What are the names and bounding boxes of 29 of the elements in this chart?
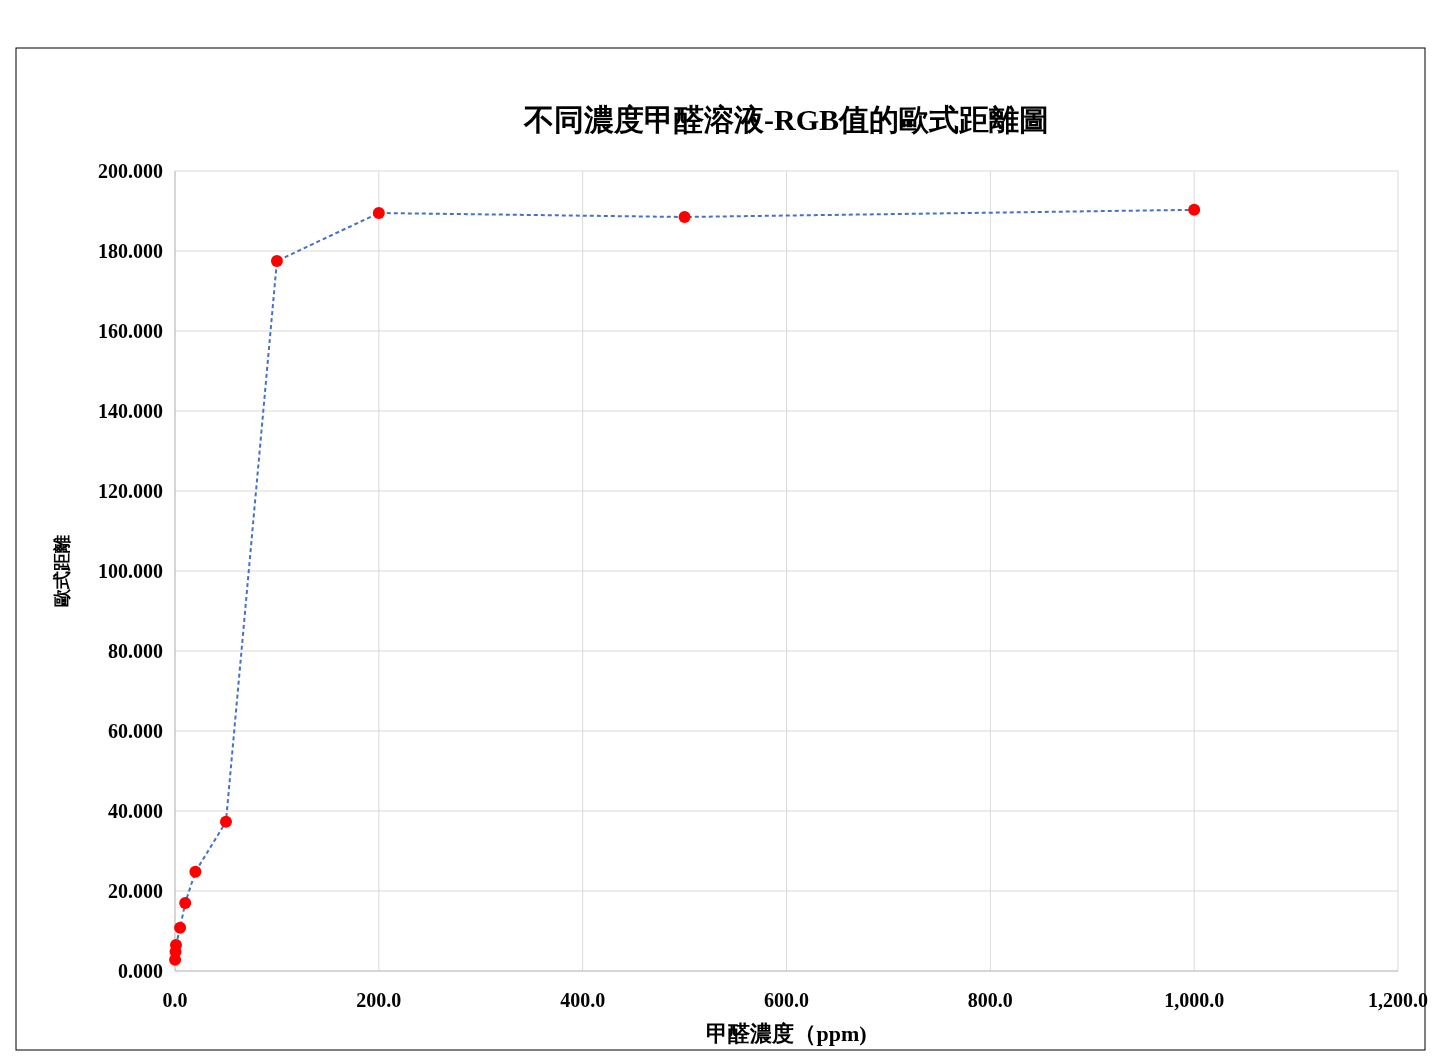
x-tick-label: 1,200.0 [1368, 989, 1428, 1011]
point [174, 921, 187, 934]
point [372, 207, 385, 219]
point [1188, 203, 1201, 216]
y-tick-label: 100.000 [98, 560, 163, 582]
y-tick-label: 60.000 [108, 720, 163, 742]
y-tick-label: 120.000 [98, 480, 163, 502]
point [179, 897, 192, 909]
y-tick-label: 80.000 [108, 640, 163, 662]
x-tick-label: 0.0 [162, 989, 188, 1011]
y-tick-label: 180.000 [98, 240, 163, 262]
point [678, 211, 691, 223]
x-tick-label: 200.0 [356, 989, 402, 1011]
y-tick-label: 140.000 [98, 400, 163, 422]
y-tick-label: 0.000 [118, 960, 163, 982]
point [219, 815, 232, 828]
point [189, 865, 202, 878]
y-axis-title: 歐式距離 [52, 535, 72, 607]
x-tick-label: 1,000.0 [1164, 989, 1225, 1011]
point [270, 255, 283, 267]
x-tick-label: 800.0 [967, 989, 1013, 1011]
y-tick-label: 20.000 [108, 880, 163, 902]
x-tick-label: 400.0 [560, 989, 606, 1011]
x-axis-title: 甲醛濃度（ppm) [706, 1021, 867, 1046]
y-tick-label: 200.000 [98, 160, 163, 182]
y-tick-label: 40.000 [108, 800, 163, 822]
y-tick-label: 160.000 [98, 320, 163, 342]
x-tick-label: 600.0 [764, 989, 809, 1011]
chart-title: 不同濃度甲醛溶液-RGB值的歐式距離圖 [523, 103, 1049, 136]
